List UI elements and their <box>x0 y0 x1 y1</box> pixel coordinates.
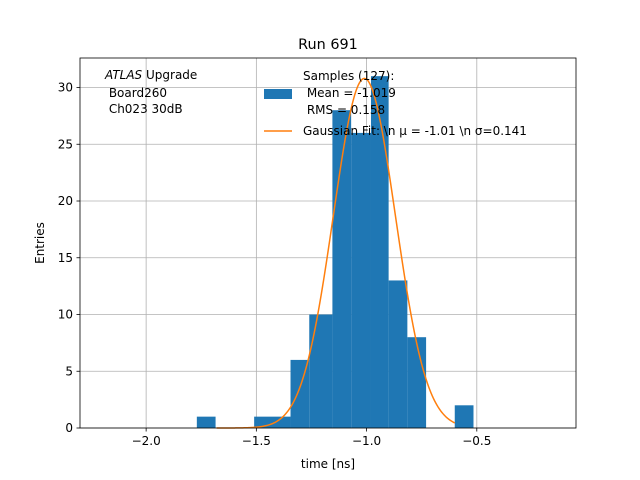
x-tick-label-0: −2.0 <box>132 434 161 448</box>
histogram-bar-3 <box>309 314 333 428</box>
histogram-bars <box>196 76 474 429</box>
channel-label: Ch023 30dB <box>105 102 183 116</box>
svg-text:ATLAS Upgrade: ATLAS Upgrade <box>104 68 197 82</box>
y-tick-label-3: 15 <box>58 251 73 265</box>
histogram-bar-0 <box>196 416 216 428</box>
histogram-bar-7 <box>388 280 408 428</box>
atlas-annotation: ATLAS Upgrade Board260 Ch023 30dB <box>104 68 197 116</box>
legend-fit-label: Gaussian Fit: \n μ = -1.01 \n σ=0.141 <box>303 124 527 138</box>
plot-frame <box>79 57 577 429</box>
gaussian-fit-curve <box>216 77 456 429</box>
legend-samples-line-1: Samples (127): <box>303 69 394 83</box>
histogram-bar-9 <box>454 405 474 428</box>
x-axis-ticks: −2.0 −1.5 −1.0 −0.5 <box>132 428 491 448</box>
histogram-bar-8 <box>407 337 427 428</box>
atlas-label: ATLAS <box>104 68 143 82</box>
x-tick-label-2: −1.0 <box>352 434 381 448</box>
x-tick-label-3: −0.5 <box>462 434 491 448</box>
legend-samples-line-2: Mean = -1.019 <box>303 86 396 100</box>
board-label: Board260 <box>105 86 167 100</box>
histogram-bar-1 <box>254 416 291 428</box>
y-tick-label-2: 10 <box>58 308 73 322</box>
histogram-bar-2 <box>290 359 310 428</box>
x-axis-label: time [ns] <box>301 457 355 471</box>
y-tick-label-5: 25 <box>58 137 73 151</box>
x-tick-label-1: −1.5 <box>242 434 271 448</box>
y-tick-label-1: 5 <box>65 364 73 378</box>
chart-title: Run 691 <box>298 37 358 53</box>
legend-samples-swatch <box>264 89 292 99</box>
y-tick-label-6: 30 <box>58 81 73 95</box>
upgrade-label: Upgrade <box>142 68 197 82</box>
histogram-bar-5 <box>351 132 371 429</box>
y-axis-label: Entries <box>33 222 47 264</box>
y-axis-ticks: 0 5 10 15 20 25 30 <box>58 81 80 435</box>
y-tick-label-4: 20 <box>58 194 73 208</box>
legend: Samples (127): Mean = -1.019 RMS = 0.158… <box>264 69 527 138</box>
histogram-bar-6 <box>370 76 389 428</box>
legend-samples-line-3: RMS = 0.158 <box>303 103 385 117</box>
y-tick-label-0: 0 <box>65 421 73 435</box>
